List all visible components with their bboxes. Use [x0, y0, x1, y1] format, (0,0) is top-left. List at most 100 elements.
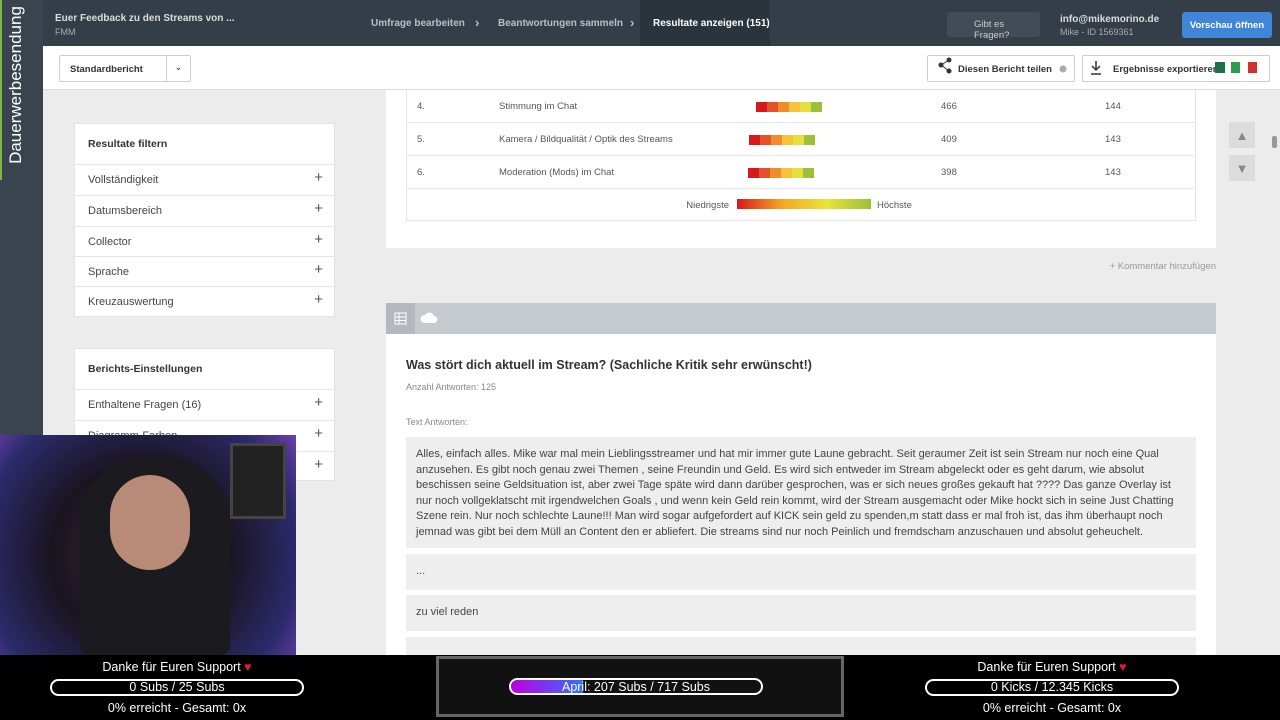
distribution-segment — [793, 135, 804, 145]
preview-button[interactable]: Vorschau öffnen — [1182, 12, 1272, 38]
filter-label: Sprache — [88, 266, 129, 278]
row-count: 398 — [941, 167, 957, 178]
heart: ♥ — [244, 660, 252, 674]
row-answers: 144 — [1105, 101, 1121, 112]
answer-count: Anzahl Antworten: 125 — [406, 382, 497, 392]
distribution-segment — [789, 102, 800, 112]
row-count: 466 — [941, 101, 957, 112]
filter-row[interactable]: Kreuzauswertung + — [75, 286, 335, 317]
filter-row[interactable]: Datumsbereich + — [75, 195, 335, 226]
export-button[interactable]: Ergebnisse exportieren — [1082, 55, 1270, 82]
report-select-text: Standardbericht — [70, 64, 143, 75]
goal-bar: 0 Subs / 25 Subs — [50, 679, 304, 696]
distribution-segment — [749, 135, 760, 145]
expand-icon: + — [314, 456, 323, 473]
table-row: 4. Stimmung im Chat 466 144 — [406, 90, 1196, 123]
panel-title: Berichts-Einstellungen — [88, 363, 203, 375]
survey-subtitle: FMM — [55, 27, 76, 37]
decoration — [420, 312, 438, 323]
goal-left: Danke für Euren Support ♥ 0 Subs / 25 Su… — [50, 660, 304, 715]
goal-title: Danke für Euren Support ♥ — [925, 660, 1179, 677]
nav-sep: › — [475, 15, 480, 30]
goal-title-text: Danke für Euren Support — [977, 660, 1116, 674]
add-comment-link[interactable]: + Kommentar hinzufügen — [1109, 261, 1216, 272]
nav-link[interactable]: Beantwortungen sammeln — [498, 18, 624, 29]
nav-link-active[interactable]: Resultate anzeigen (151) — [653, 18, 770, 29]
report-select[interactable]: Standardbericht ⌄ — [59, 55, 191, 82]
distribution-segment — [782, 135, 793, 145]
scroll-up[interactable]: ▲ — [1229, 122, 1255, 148]
goal-title-text: Danke für Euren Support — [102, 660, 241, 674]
distribution-segment — [759, 168, 770, 178]
scrollbar-thumb[interactable] — [1272, 136, 1277, 148]
row-label: Moderation (Mods) im Chat — [499, 167, 615, 178]
distribution-segment — [804, 135, 815, 145]
goal-right: Danke für Euren Support ♥ 0 Kicks / 12.3… — [925, 660, 1179, 715]
expand-icon: + — [314, 394, 323, 411]
panel-title: Resultate filtern — [88, 138, 168, 150]
filter-label: Vollständigkeit — [88, 174, 159, 186]
filter-row[interactable]: Vollständigkeit + — [75, 164, 335, 195]
survey-title[interactable]: Euer Feedback zu den Streams von ... — [55, 13, 235, 24]
expand-icon: + — [314, 291, 323, 308]
account-id: Mike - ID 1569361 — [1060, 27, 1134, 37]
export-text: Ergebnisse exportieren — [1113, 64, 1219, 75]
legend-high: Höchste — [877, 200, 912, 211]
row-answers: 143 — [1105, 134, 1121, 145]
answer: Alles, einfach alles. Mike war mal mein … — [406, 437, 1196, 548]
distribution-segment — [778, 102, 789, 112]
heart: ♥ — [1119, 660, 1127, 674]
filter-row[interactable]: Sprache + — [75, 256, 335, 287]
scroll-down[interactable]: ▼ — [1229, 155, 1255, 181]
chevron: ⌄ — [166, 56, 190, 81]
row-index: 4. — [417, 101, 425, 112]
legend-gradient — [737, 199, 871, 209]
filter-label: Collector — [88, 236, 132, 248]
row-label: Kamera / Bildqualität / Optik des Stream… — [499, 134, 673, 145]
share-button[interactable]: Diesen Bericht teilen — [927, 55, 1075, 82]
account-email[interactable]: info@mikemorino.de — [1060, 14, 1160, 25]
expand-icon: + — [314, 231, 323, 248]
distribution-segment — [803, 168, 814, 178]
distribution-segment — [811, 102, 822, 112]
distribution-segment — [792, 168, 803, 178]
legend-low: Niedrigste — [686, 200, 729, 211]
filter-row[interactable]: Collector + — [75, 226, 335, 257]
distribution-segment — [781, 168, 792, 178]
goal-center-frame — [436, 656, 844, 717]
goal-center-bar: April: 207 Subs / 717 Subs — [509, 678, 763, 695]
row-index: 5. — [417, 134, 425, 145]
row-answers: 143 — [1105, 167, 1121, 178]
question-card-header — [386, 303, 1216, 334]
question-title: Was stört dich aktuell im Stream? (Sachl… — [406, 358, 812, 372]
nav-link[interactable]: Umfrage bearbeiten — [371, 18, 465, 29]
expand-icon: + — [314, 261, 323, 278]
webcam-frame — [230, 443, 286, 519]
distribution-segment — [770, 168, 781, 178]
expand-icon: + — [314, 169, 323, 186]
legend-row: Niedrigste Höchste — [406, 189, 1196, 221]
goal-status: 0% erreicht - Gesamt: 0x — [107, 701, 247, 715]
settings-row[interactable]: Enthaltene Fragen (16) + — [75, 389, 335, 420]
help-button[interactable]: Gibt es Fragen? — [947, 12, 1040, 41]
nav-active-bg — [640, 0, 770, 46]
rail-accent — [0, 0, 2, 180]
row-label: Stimmung im Chat — [499, 101, 578, 112]
distribution-segment — [771, 135, 782, 145]
distribution-segment — [767, 102, 778, 112]
filter-label: Kreuzauswertung — [88, 296, 174, 308]
side-label: Dauerwerbesendung — [6, 6, 25, 164]
help-text: Gibt es Fragen? — [974, 19, 1010, 41]
toolbar: Standardbericht ⌄ Diesen Bericht teilen E… — [43, 46, 1280, 90]
filter-label: Datumsbereich — [88, 205, 162, 217]
row-index: 6. — [417, 167, 425, 178]
settings-label: Enthaltene Fragen (16) — [88, 399, 202, 411]
distribution-segment — [756, 102, 767, 112]
answer: ... — [406, 554, 1196, 590]
filter-panel: Resultate filtern Vollständigkeit + Datum… — [74, 123, 335, 317]
goal-bar: 0 Kicks / 12.345 Kicks — [925, 679, 1179, 696]
table-tab[interactable] — [386, 303, 415, 334]
top-bar: Euer Feedback zu den Streams von ... FMM… — [43, 0, 1280, 46]
